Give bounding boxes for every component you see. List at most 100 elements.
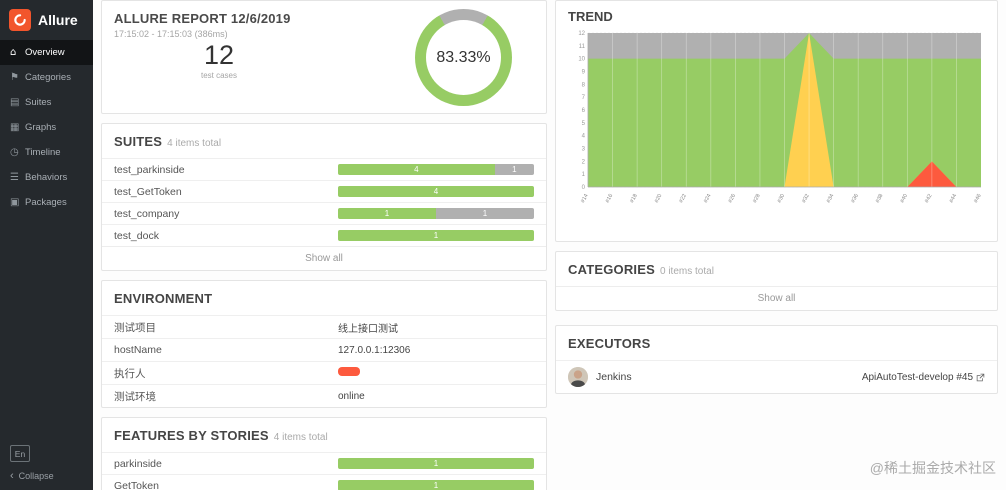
- chevron-left-icon: ‹: [10, 470, 14, 482]
- environment-row: 测试环境 online: [102, 384, 546, 407]
- allure-logo-icon: [9, 9, 31, 31]
- svg-text:#40: #40: [899, 193, 909, 204]
- table-row[interactable]: test_GetToken 4: [102, 180, 546, 202]
- table-row[interactable]: test_company 1 1: [102, 202, 546, 224]
- pass-percentage: 83.33%: [436, 48, 491, 66]
- bar-segment-passed: 1: [338, 230, 534, 241]
- executor-build-label: ApiAutoTest-develop #45: [861, 371, 973, 383]
- clock-icon: ◷: [10, 147, 19, 158]
- table-row[interactable]: parkinside 1: [102, 452, 546, 474]
- report-subtitle: 17:15:02 - 17:15:03 (386ms): [114, 29, 228, 39]
- svg-text:#36: #36: [850, 193, 860, 204]
- collapse-button[interactable]: ‹ Collapse: [0, 470, 93, 482]
- categories-count: 0 items total: [660, 266, 714, 277]
- bar-chart-icon: ▦: [10, 122, 20, 133]
- external-link-icon: [976, 373, 985, 381]
- svg-text:10: 10: [578, 57, 585, 63]
- svg-text:3: 3: [582, 147, 586, 153]
- bar-segment-passed: 1: [338, 458, 534, 469]
- test-cases-caption: test cases: [200, 70, 237, 80]
- row-label: GetToken: [114, 479, 159, 490]
- sidebar-item-label: Suites: [25, 97, 52, 108]
- sidebar-item-label: Categories: [25, 72, 71, 83]
- bar-segment-passed: 4: [338, 186, 534, 197]
- status-bar: 4: [338, 186, 534, 197]
- executors-card: EXECUTORS Jenkins ApiAutoTest-develop #4…: [555, 325, 998, 394]
- sidebar-item-categories[interactable]: ⚑ Categories: [0, 65, 93, 90]
- main-content: ALLURE REPORT 12/6/2019 17:15:02 - 17:15…: [93, 0, 1006, 490]
- sidebar-item-suites[interactable]: ▤ Suites: [0, 90, 93, 115]
- allure-logo[interactable]: Allure: [0, 0, 93, 40]
- language-toggle[interactable]: En: [10, 445, 30, 462]
- report-title: ALLURE REPORT 12/6/2019: [114, 11, 291, 26]
- executor-build-link[interactable]: ApiAutoTest-develop #45: [862, 372, 985, 383]
- svg-text:#38: #38: [875, 193, 885, 204]
- flag-icon: ⚑: [10, 72, 19, 83]
- categories-title: CATEGORIES: [568, 262, 655, 277]
- table-row[interactable]: test_parkinside 4 1: [102, 158, 546, 180]
- sidebar-item-label: Packages: [25, 197, 67, 208]
- suites-show-all-link[interactable]: Show all: [102, 246, 546, 270]
- environment-row: 执行人: [102, 361, 546, 384]
- svg-text:#26: #26: [728, 193, 738, 204]
- svg-text:7: 7: [582, 95, 586, 101]
- sidebar-item-label: Overview: [25, 47, 65, 58]
- svg-text:5: 5: [582, 121, 586, 127]
- sidebar-item-behaviors[interactable]: ☰ Behaviors: [0, 165, 93, 190]
- svg-text:1: 1: [582, 172, 586, 178]
- bar-segment-passed: 1: [338, 480, 534, 490]
- row-label: parkinside: [114, 457, 162, 470]
- test-cases-count: 12: [203, 40, 235, 70]
- table-row[interactable]: test_dock 1: [102, 224, 546, 246]
- environment-header: ENVIRONMENT: [102, 281, 546, 315]
- svg-text:#18: #18: [629, 193, 639, 204]
- sidebar-item-packages[interactable]: ▣ Packages: [0, 190, 93, 215]
- jenkins-avatar: [568, 367, 588, 387]
- svg-text:8: 8: [582, 82, 586, 88]
- suitcase-icon: ▤: [10, 97, 20, 108]
- svg-text:12: 12: [578, 31, 585, 37]
- table-row[interactable]: GetToken 1: [102, 474, 546, 490]
- sidebar-item-timeline[interactable]: ◷ Timeline: [0, 140, 93, 165]
- svg-text:#30: #30: [777, 193, 787, 204]
- suites-title: SUITES: [114, 134, 163, 149]
- row-label: test_company: [114, 207, 180, 220]
- svg-text:4: 4: [582, 134, 586, 140]
- svg-text:#14: #14: [580, 193, 590, 204]
- suites-count: 4 items total: [167, 138, 222, 149]
- row-label: test_parkinside: [114, 163, 185, 176]
- env-value: online: [338, 390, 365, 402]
- environment-row: 测试项目 线上接口测试: [102, 315, 546, 338]
- categories-show-all-link[interactable]: Show all: [556, 286, 997, 310]
- test-cases-total: 12 test cases: [174, 40, 264, 80]
- trend-card: TREND 0 1 2 3 4 5 6 7 8 9 10 11 12 #14 #16 #18 #20 #22 #24…: [555, 0, 998, 242]
- status-bar: 1: [338, 480, 534, 490]
- sidebar-item-graphs[interactable]: ▦ Graphs: [0, 115, 93, 140]
- sidebar-item-label: Graphs: [25, 122, 57, 133]
- env-key: 测试项目: [114, 321, 156, 334]
- sidebar: Allure ⌂ Overview ⚑ Categories ▤ Suites ▦ Graph…: [0, 0, 93, 490]
- svg-text:#16: #16: [605, 193, 615, 204]
- svg-text:11: 11: [579, 44, 586, 50]
- svg-text:#44: #44: [949, 193, 959, 204]
- svg-text:#22: #22: [678, 193, 688, 204]
- svg-text:#32: #32: [801, 193, 811, 204]
- bar-segment-passed: 1: [338, 208, 436, 219]
- list-icon: ☰: [10, 172, 19, 183]
- overview-card: ALLURE REPORT 12/6/2019 17:15:02 - 17:15…: [101, 0, 547, 114]
- sidebar-item-overview[interactable]: ⌂ Overview: [0, 40, 93, 65]
- svg-text:#46: #46: [973, 193, 983, 204]
- row-label: test_dock: [114, 229, 159, 242]
- svg-text:#24: #24: [703, 193, 713, 204]
- suites-header: SUITES 4 items total: [102, 124, 546, 158]
- donut-chart: 83.33%: [415, 9, 512, 106]
- environment-title: ENVIRONMENT: [114, 291, 213, 306]
- environment-row: hostName 127.0.0.1:12306: [102, 338, 546, 361]
- trend-title: TREND: [568, 9, 613, 24]
- svg-text:#28: #28: [752, 193, 762, 204]
- bar-segment-skipped: 1: [436, 208, 534, 219]
- home-icon: ⌂: [10, 47, 17, 58]
